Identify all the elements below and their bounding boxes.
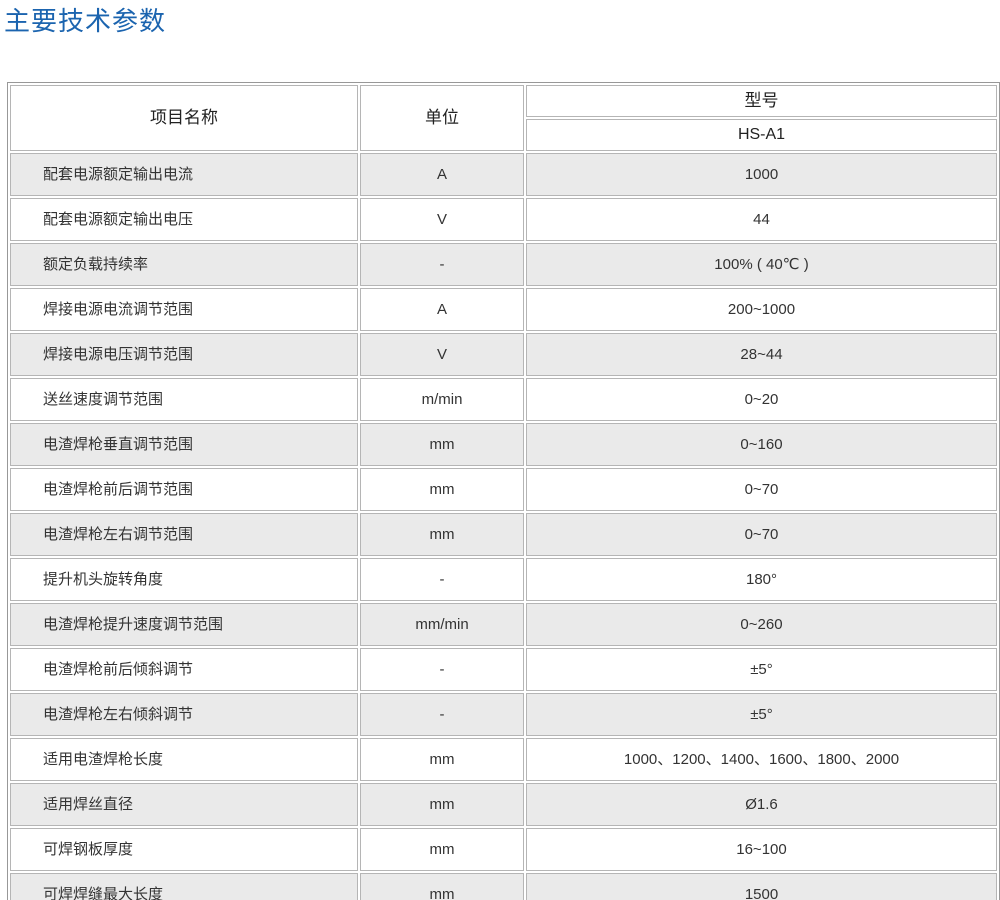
param-name-cell: 适用电渣焊枪长度 xyxy=(10,738,358,781)
unit-cell: m/min xyxy=(360,378,524,421)
table-row: 配套电源额定输出电流 A 1000 xyxy=(10,153,997,196)
spec-table-header: 项目名称 单位 型号 HS-A1 xyxy=(10,85,997,151)
table-header-unit: 单位 xyxy=(360,85,524,151)
param-name-cell: 可焊焊缝最大长度 xyxy=(10,873,358,900)
unit-cell: A xyxy=(360,288,524,331)
header-row-model: HS-A1 xyxy=(10,119,997,151)
unit-cell: mm xyxy=(360,738,524,781)
header-row-top: 项目名称 单位 型号 xyxy=(10,85,997,151)
unit-cell: - xyxy=(360,558,524,601)
param-name-cell: 焊接电源电压调节范围 xyxy=(10,333,358,376)
unit-cell: V xyxy=(360,198,524,241)
table-row: 可焊钢板厚度 mm 16~100 xyxy=(10,828,997,871)
table-row: 提升机头旋转角度 - 180° xyxy=(10,558,997,601)
table-header-model-group: 型号 xyxy=(526,85,997,117)
table-row: 电渣焊枪前后倾斜调节 - ±5° xyxy=(10,648,997,691)
table-row: 电渣焊枪垂直调节范围 mm 0~160 xyxy=(10,423,997,466)
unit-cell: mm xyxy=(360,468,524,511)
param-name-cell: 配套电源额定输出电压 xyxy=(10,198,358,241)
param-name-cell: 电渣焊枪左右倾斜调节 xyxy=(10,693,358,736)
value-cell: ±5° xyxy=(526,648,997,691)
table-row: 适用焊丝直径 mm Ø1.6 xyxy=(10,783,997,826)
value-cell: 16~100 xyxy=(526,828,997,871)
spec-table-body: 配套电源额定输出电流 A 1000 配套电源额定输出电压 V 44 额定负载持续… xyxy=(10,153,997,900)
table-row: 电渣焊枪左右倾斜调节 - ±5° xyxy=(10,693,997,736)
param-name-cell: 送丝速度调节范围 xyxy=(10,378,358,421)
param-name-cell: 配套电源额定输出电流 xyxy=(10,153,358,196)
value-cell: ±5° xyxy=(526,693,997,736)
param-name-cell: 电渣焊枪前后调节范围 xyxy=(10,468,358,511)
page-title: 主要技术参数 xyxy=(4,6,167,36)
table-header-model: HS-A1 xyxy=(526,119,997,151)
unit-cell: - xyxy=(360,243,524,286)
param-name-cell: 电渣焊枪左右调节范围 xyxy=(10,513,358,556)
param-name-cell: 电渣焊枪提升速度调节范围 xyxy=(10,603,358,646)
table-row: 焊接电源电压调节范围 V 28~44 xyxy=(10,333,997,376)
unit-cell: mm xyxy=(360,873,524,900)
value-cell: Ø1.6 xyxy=(526,783,997,826)
value-cell: 100% ( 40℃ ) xyxy=(526,243,997,286)
table-row: 额定负载持续率 - 100% ( 40℃ ) xyxy=(10,243,997,286)
param-name-cell: 焊接电源电流调节范围 xyxy=(10,288,358,331)
value-cell: 200~1000 xyxy=(526,288,997,331)
unit-cell: - xyxy=(360,693,524,736)
value-cell: 1000、1200、1400、1600、1800、2000 xyxy=(526,738,997,781)
value-cell: 180° xyxy=(526,558,997,601)
param-name-cell: 电渣焊枪前后倾斜调节 xyxy=(10,648,358,691)
param-name-cell: 可焊钢板厚度 xyxy=(10,828,358,871)
param-name-cell: 电渣焊枪垂直调节范围 xyxy=(10,423,358,466)
value-cell: 28~44 xyxy=(526,333,997,376)
table-row: 配套电源额定输出电压 V 44 xyxy=(10,198,997,241)
table-row: 可焊焊缝最大长度 mm 1500 xyxy=(10,873,997,900)
value-cell: 0~70 xyxy=(526,513,997,556)
table-row: 电渣焊枪左右调节范围 mm 0~70 xyxy=(10,513,997,556)
value-cell: 0~70 xyxy=(526,468,997,511)
table-row: 电渣焊枪前后调节范围 mm 0~70 xyxy=(10,468,997,511)
unit-cell: mm xyxy=(360,783,524,826)
value-cell: 1500 xyxy=(526,873,997,900)
unit-cell: - xyxy=(360,648,524,691)
table-row: 适用电渣焊枪长度 mm 1000、1200、1400、1600、1800、200… xyxy=(10,738,997,781)
unit-cell: mm xyxy=(360,828,524,871)
value-cell: 44 xyxy=(526,198,997,241)
param-name-cell: 额定负载持续率 xyxy=(10,243,358,286)
table-row: 焊接电源电流调节范围 A 200~1000 xyxy=(10,288,997,331)
value-cell: 0~160 xyxy=(526,423,997,466)
param-name-cell: 提升机头旋转角度 xyxy=(10,558,358,601)
unit-cell: A xyxy=(360,153,524,196)
spec-table: 项目名称 单位 型号 HS-A1 配套电源额定输出电流 A 1000 配套电源额… xyxy=(7,82,1000,900)
value-cell: 0~260 xyxy=(526,603,997,646)
value-cell: 1000 xyxy=(526,153,997,196)
table-header-name: 项目名称 xyxy=(10,85,358,151)
unit-cell: mm xyxy=(360,513,524,556)
unit-cell: mm xyxy=(360,423,524,466)
unit-cell: mm/min xyxy=(360,603,524,646)
unit-cell: V xyxy=(360,333,524,376)
value-cell: 0~20 xyxy=(526,378,997,421)
param-name-cell: 适用焊丝直径 xyxy=(10,783,358,826)
table-row: 送丝速度调节范围 m/min 0~20 xyxy=(10,378,997,421)
table-row: 电渣焊枪提升速度调节范围 mm/min 0~260 xyxy=(10,603,997,646)
